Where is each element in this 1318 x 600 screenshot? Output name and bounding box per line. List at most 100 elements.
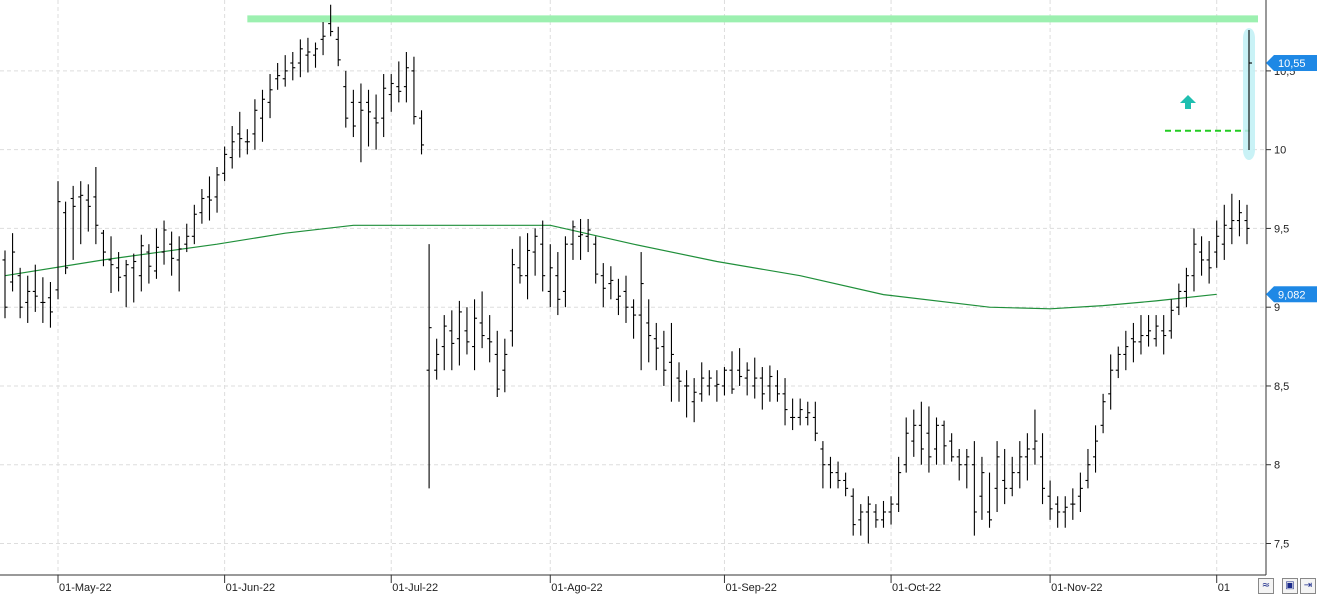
ohlc-bar	[10, 233, 16, 292]
ohlc-bar	[78, 181, 84, 245]
ohlc-bar	[979, 456, 985, 520]
ohlc-bar	[585, 218, 591, 253]
ohlc-bar	[782, 378, 788, 426]
price-badge-label: 9,082	[1278, 289, 1306, 301]
ohlc-bar	[411, 56, 417, 125]
ohlc-bar	[373, 94, 379, 150]
ohlc-bar	[767, 365, 773, 402]
ohlc-bar	[509, 248, 515, 347]
ohlc-bar	[964, 448, 970, 489]
ohlc-bar	[237, 111, 243, 158]
ohlc-bar	[17, 267, 23, 319]
ohlc-bar	[608, 266, 614, 300]
ohlc-bar	[790, 398, 796, 431]
ohlc-bar	[1108, 354, 1114, 410]
x-tick-label: 01-Jun-22	[226, 582, 276, 594]
ohlc-bar	[934, 417, 939, 465]
ohlc-bar	[328, 4, 334, 37]
ohlc-bar	[971, 441, 977, 536]
ohlc-bar	[835, 461, 841, 489]
ohlc-bar	[222, 146, 228, 182]
ohlc-bar	[1017, 441, 1023, 489]
ohlc-bar	[244, 129, 250, 155]
ohlc-bar	[93, 166, 99, 245]
ohlc-bar	[532, 228, 538, 276]
ohlc-bar	[1093, 425, 1099, 473]
ohlc-bar	[396, 61, 402, 103]
ohlc-bar	[169, 231, 175, 276]
ohlc-bar	[366, 89, 372, 147]
ohlc-bar	[706, 370, 712, 396]
ohlc-bar	[1229, 193, 1235, 245]
ohlc-bar	[1214, 220, 1220, 268]
ohlc-bar	[540, 220, 546, 292]
ohlc-bar	[865, 496, 871, 544]
ohlc-bar	[737, 348, 743, 386]
ohlc-bar	[941, 420, 947, 465]
ohlc-bar	[252, 99, 258, 150]
y-tick-label: 8	[1274, 460, 1280, 472]
ohlc-bar	[434, 338, 440, 380]
signal-icon[interactable]: ≈	[1258, 578, 1274, 594]
ohlc-bar	[1183, 267, 1189, 308]
y-tick-label: 7,5	[1274, 538, 1289, 550]
ohlc-bar	[562, 236, 568, 308]
ohlc-bar	[752, 357, 758, 399]
ohlc-bar	[191, 204, 197, 245]
x-tick-label: 01	[1218, 582, 1230, 594]
ohlc-bar	[699, 362, 705, 402]
ohlc-bar	[850, 488, 856, 536]
ohlc-bar	[161, 220, 167, 265]
ohlc-bar	[259, 89, 265, 142]
ohlc-bar	[646, 299, 652, 363]
ohlc-bar	[206, 176, 212, 221]
ohlc-bar	[676, 362, 682, 402]
ohlc-bar	[381, 74, 387, 138]
ohlc-bar	[1123, 330, 1129, 371]
ohlc-bar	[32, 264, 38, 312]
ohlc-bar	[1085, 448, 1091, 489]
ohlc-bar	[1146, 315, 1152, 347]
ohlc-bar	[1244, 204, 1250, 245]
ohlc-bar	[40, 277, 46, 323]
ohlc-bar	[297, 39, 303, 78]
ohlc-bar	[661, 330, 667, 386]
ohlc-bar	[55, 181, 61, 300]
ohlc-bar	[729, 351, 735, 394]
ohlc-bar	[1100, 393, 1106, 434]
ohlc-bar	[494, 330, 500, 397]
ohlc-bar	[911, 409, 917, 457]
ohlc-bar	[1055, 496, 1061, 528]
expand-icon[interactable]: ⇥	[1300, 578, 1316, 594]
ohlc-bar	[987, 472, 993, 528]
ohlc-bar	[570, 220, 576, 260]
ohlc-bar	[653, 322, 659, 371]
ohlc-bar	[593, 236, 599, 284]
ohlc-bar	[320, 22, 326, 56]
ohlc-bar	[100, 230, 106, 267]
ohlc-bar	[176, 236, 182, 292]
ohlc-bar	[25, 275, 31, 323]
y-tick-label: 9,5	[1274, 223, 1289, 235]
ohlc-bar	[555, 252, 561, 316]
ohlc-bar	[426, 244, 432, 489]
ohlc-bar	[70, 185, 76, 260]
ohlc-bar	[123, 259, 129, 308]
ohlc-bar	[600, 263, 606, 308]
ohlc-bar	[903, 417, 909, 473]
price-badge-box	[1274, 286, 1317, 303]
save-icon[interactable]: ▣	[1282, 578, 1298, 594]
ohlc-bar	[1115, 346, 1121, 379]
moving-average-line	[4, 224, 1217, 310]
ohlc-bar	[305, 37, 311, 73]
ohlc-bar	[419, 110, 425, 155]
ohlc-bar	[290, 51, 296, 81]
ohlc-bar	[896, 456, 902, 512]
ohlc-bar	[1040, 433, 1046, 505]
y-tick-label: 9	[1274, 302, 1280, 314]
ohlc-bar	[1047, 480, 1053, 520]
breakout-annotations	[1165, 28, 1255, 160]
ohlc-bar	[1062, 496, 1068, 528]
x-tick-label: 01-Nov-22	[1051, 582, 1102, 594]
